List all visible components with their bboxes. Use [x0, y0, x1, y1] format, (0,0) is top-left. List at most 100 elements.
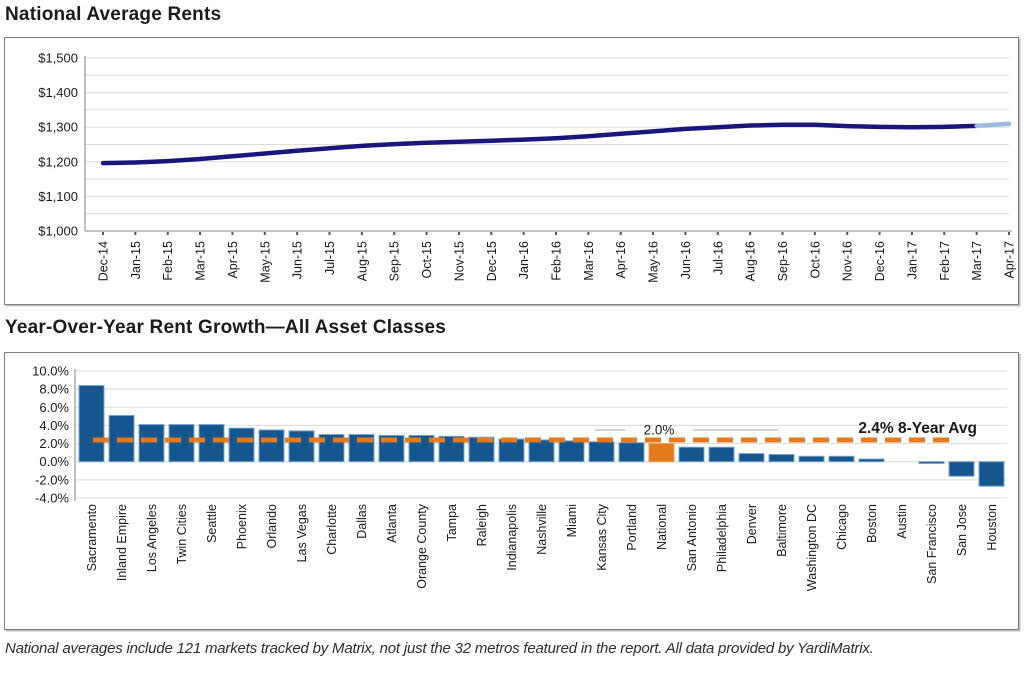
svg-text:$1,000: $1,000 [38, 224, 78, 239]
line-chart-gridlines [85, 57, 1009, 232]
svg-text:Indianapolis: Indianapolis [505, 504, 519, 571]
svg-text:Chicago: Chicago [835, 504, 849, 550]
national-average-rents-panel: $1,500 $1,400 $1,300 $1,200 $1,100 $1,000 Dec-… [4, 37, 1019, 305]
bar-phoenix [228, 427, 255, 463]
bar-seattle [198, 424, 225, 463]
svg-text:-4.0%: -4.0% [35, 491, 69, 506]
svg-text:Orlando: Orlando [265, 504, 279, 549]
svg-text:San Jose: San Jose [955, 504, 969, 556]
svg-text:Sacramento: Sacramento [85, 504, 99, 571]
svg-text:Boston: Boston [865, 504, 879, 543]
bar-baltimore [768, 453, 795, 463]
bar-chart-x-tick-labels: Sacramento Inland Empire Los Angeles Twin C… [85, 503, 999, 591]
bar-san-francisco [918, 461, 945, 465]
svg-text:Denver: Denver [745, 504, 759, 544]
bar-philadelphia [708, 446, 735, 463]
svg-text:Washington DC: Washington DC [805, 504, 819, 591]
svg-text:Sep-16: Sep-16 [776, 241, 790, 281]
bar-chart-y-tick-labels: 10.0% 8.0% 6.0% 4.0% 2.0% 0.0% -2.0% -4.0% [32, 364, 69, 506]
bar-miami [558, 440, 585, 463]
svg-text:May-15: May-15 [258, 241, 272, 283]
svg-text:Jan-17: Jan-17 [905, 241, 919, 279]
svg-text:$1,400: $1,400 [38, 85, 78, 100]
bar-kansas-city [588, 441, 615, 463]
svg-text:Charlotte: Charlotte [325, 504, 339, 555]
svg-text:Jan-15: Jan-15 [129, 241, 143, 279]
line-chart-x-tick-labels: Dec-14 Jan-15 Feb-15 Mar-15 Apr-15 May-15 Jun-… [97, 241, 1017, 283]
bar-orlando [258, 429, 285, 463]
svg-text:10.0%: 10.0% [32, 364, 69, 379]
svg-text:Orange County: Orange County [415, 503, 429, 589]
footnote: National averages include 121 markets tr… [5, 640, 874, 657]
svg-text:8.0%: 8.0% [39, 382, 69, 397]
bar-sacramento [78, 385, 105, 463]
svg-text:Aug-16: Aug-16 [744, 241, 758, 281]
svg-text:Tampa: Tampa [445, 504, 459, 542]
svg-text:Jun-15: Jun-15 [291, 241, 305, 279]
svg-text:2.0%: 2.0% [644, 423, 675, 438]
national-value-callout: 2.0% [595, 423, 778, 438]
svg-text:-2.0%: -2.0% [35, 472, 69, 487]
bar-san-jose [948, 461, 975, 477]
svg-text:Dallas: Dallas [355, 504, 369, 539]
bar-las-vegas [288, 430, 315, 463]
svg-text:Apr-15: Apr-15 [226, 241, 240, 279]
bar-chicago [828, 455, 855, 463]
svg-text:National: National [655, 504, 669, 550]
svg-text:Baltimore: Baltimore [775, 504, 789, 557]
svg-text:Seattle: Seattle [205, 504, 219, 543]
rent-trend-line-latest-segment [974, 121, 1012, 129]
svg-text:Apr-17: Apr-17 [1003, 241, 1017, 279]
svg-text:Aug-15: Aug-15 [355, 241, 369, 281]
svg-text:Dec-15: Dec-15 [485, 241, 499, 281]
svg-text:Inland Empire: Inland Empire [115, 504, 129, 581]
bar-denver [738, 453, 765, 463]
svg-text:Atlanta: Atlanta [385, 504, 399, 543]
bar-twin-cities [168, 424, 195, 463]
yoy-rent-growth-chart: 10.0% 8.0% 6.0% 4.0% 2.0% 0.0% -2.0% -4.0% 2.0% 2… [32, 364, 1007, 591]
svg-text:Feb-16: Feb-16 [550, 241, 564, 281]
svg-text:Nashville: Nashville [535, 504, 549, 555]
svg-text:Jan-16: Jan-16 [517, 241, 531, 279]
yoy-rent-growth-title: Year-Over-Year Rent Growth—All Asset Cla… [5, 317, 447, 338]
svg-text:Sep-15: Sep-15 [388, 241, 402, 281]
svg-text:Kansas City: Kansas City [595, 503, 609, 570]
svg-text:$1,200: $1,200 [38, 154, 78, 169]
svg-text:$1,100: $1,100 [38, 189, 78, 204]
svg-text:Nov-16: Nov-16 [841, 241, 855, 281]
bar-national [648, 443, 675, 463]
svg-text:San Antonio: San Antonio [685, 504, 699, 571]
bar-san-antonio [678, 446, 705, 463]
svg-text:2.0%: 2.0% [39, 436, 69, 451]
svg-text:Los Angeles: Los Angeles [145, 504, 159, 572]
svg-text:0.0%: 0.0% [39, 454, 69, 469]
svg-text:Jul-16: Jul-16 [711, 241, 725, 275]
svg-text:Jul-15: Jul-15 [323, 241, 337, 275]
svg-text:Apr-16: Apr-16 [614, 241, 628, 279]
svg-text:Houston: Houston [985, 504, 999, 551]
bar-washington-dc [798, 455, 825, 463]
bar-nashville [528, 439, 555, 463]
svg-text:Dec-14: Dec-14 [97, 241, 111, 281]
svg-text:Nov-15: Nov-15 [452, 241, 466, 281]
svg-text:Mar-15: Mar-15 [194, 241, 208, 281]
svg-text:Twin Cities: Twin Cities [175, 504, 189, 564]
svg-text:Jun-16: Jun-16 [679, 241, 693, 279]
svg-text:Mar-17: Mar-17 [970, 241, 984, 281]
svg-text:Miami: Miami [565, 504, 579, 537]
svg-text:Philadelphia: Philadelphia [715, 504, 729, 572]
svg-text:Feb-15: Feb-15 [161, 241, 175, 281]
svg-text:Dec-16: Dec-16 [873, 241, 887, 281]
line-chart-y-tick-labels: $1,500 $1,400 $1,300 $1,200 $1,100 $1,000 [38, 51, 78, 239]
svg-text:Austin: Austin [895, 504, 909, 539]
svg-text:6.0%: 6.0% [39, 400, 69, 415]
svg-text:Oct-16: Oct-16 [808, 241, 822, 279]
svg-text:Feb-17: Feb-17 [938, 241, 952, 281]
svg-text:Mar-16: Mar-16 [582, 241, 596, 281]
bar-portland [618, 442, 645, 463]
svg-text:San Francisco: San Francisco [925, 504, 939, 584]
bar-los-angeles [138, 424, 165, 463]
svg-text:Phoenix: Phoenix [235, 503, 249, 549]
eight-year-average-label: 2.4% 8-Year Avg [858, 420, 977, 437]
rent-trend-line [100, 122, 979, 166]
